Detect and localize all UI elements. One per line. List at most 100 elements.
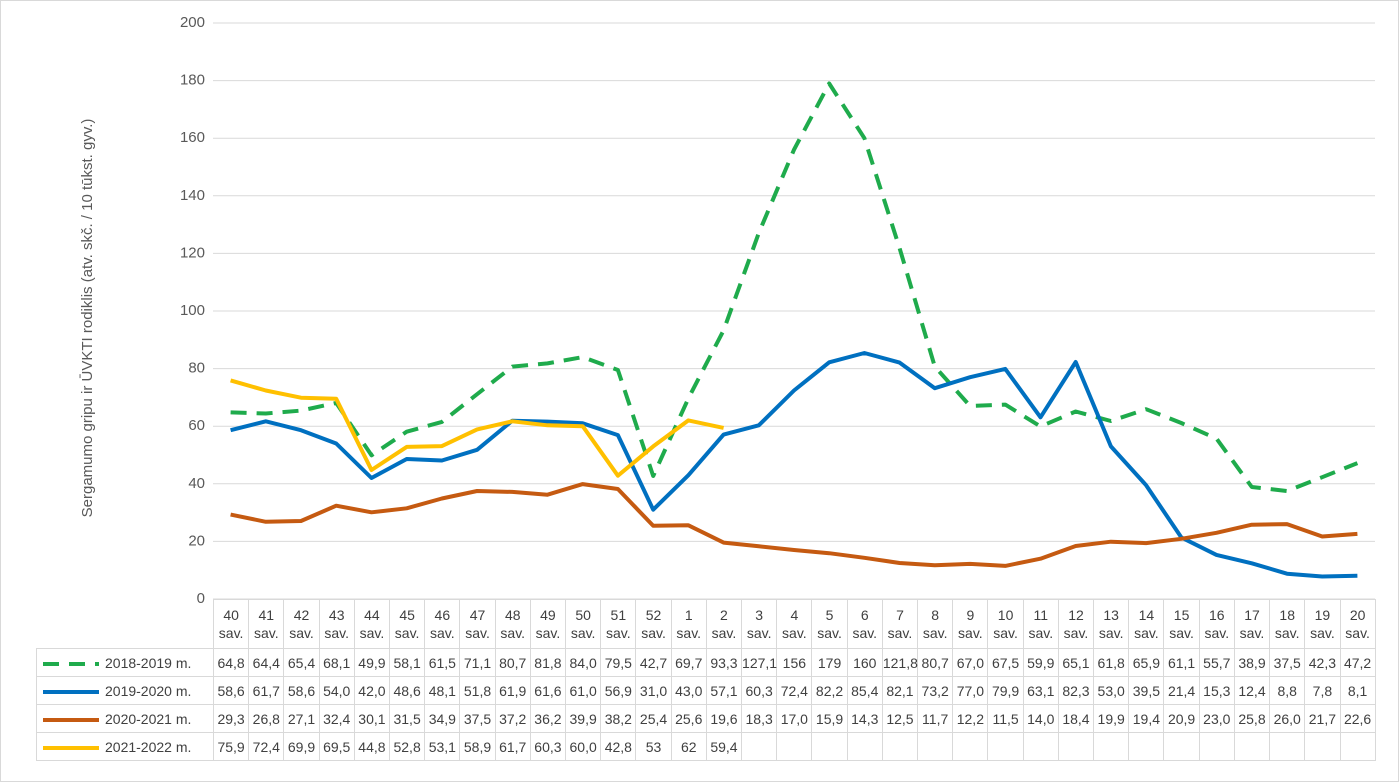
data-label: 42,8 <box>600 732 637 761</box>
data-label: 14,0 <box>1022 704 1059 733</box>
x-tick-label: 10 sav. <box>987 599 1024 649</box>
legend-label: 2020-2021 m. <box>105 710 192 727</box>
data-label: 7,8 <box>1304 676 1341 705</box>
y-tick-label: 80 <box>188 360 205 377</box>
data-label: 38,2 <box>600 704 637 733</box>
series-line <box>230 482 1358 568</box>
data-label: 21,4 <box>1163 676 1200 705</box>
x-tick-label: 12 sav. <box>1057 599 1095 649</box>
x-tick-label: 49 sav. <box>529 599 567 649</box>
x-tick-label: 42 sav. <box>283 599 320 649</box>
data-label: 19,9 <box>1093 704 1130 733</box>
legend-label: 2019-2020 m. <box>105 682 192 699</box>
data-label: 37,5 <box>1269 648 1306 677</box>
x-tick-label: 48 sav. <box>494 599 531 649</box>
data-label: 85,4 <box>846 676 883 705</box>
series-line <box>230 351 1358 579</box>
data-label: 80,7 <box>494 648 531 677</box>
data-label: 79,5 <box>600 648 637 677</box>
data-label: 31,5 <box>389 704 426 733</box>
x-tick-label: 14 sav. <box>1128 599 1165 649</box>
data-label <box>776 732 813 761</box>
data-label: 37,5 <box>459 704 496 733</box>
data-label: 15,9 <box>811 704 848 733</box>
data-label: 43,0 <box>670 676 707 705</box>
data-label: 65,1 <box>1057 648 1095 677</box>
data-label: 31,0 <box>635 676 672 705</box>
x-tick-label: 52 sav. <box>635 599 672 649</box>
x-tick-label: 45 sav. <box>389 599 426 649</box>
y-tick-label: 120 <box>180 244 205 261</box>
data-label: 75,9 <box>212 732 250 761</box>
data-label <box>1304 732 1341 761</box>
x-tick-label: 20 sav. <box>1339 599 1376 649</box>
data-label: 61,6 <box>529 676 567 705</box>
data-label: 59,9 <box>1022 648 1059 677</box>
data-label: 37,2 <box>494 704 531 733</box>
data-label: 79,9 <box>987 676 1024 705</box>
data-label: 71,1 <box>459 648 496 677</box>
data-label: 36,2 <box>529 704 567 733</box>
data-label: 25,4 <box>635 704 672 733</box>
data-label: 59,4 <box>705 732 743 761</box>
data-row: 2021-2022 m. 75,9 72,4 69,9 69,5 44,8 52,8 53,1… <box>36 732 1376 761</box>
y-tick-label: 20 <box>188 532 205 549</box>
data-label: 72,4 <box>776 676 813 705</box>
x-tick-label: 41 sav. <box>248 599 285 649</box>
x-tick-label: 13 sav. <box>1093 599 1130 649</box>
y-tick-label: 40 <box>188 475 205 492</box>
data-label: 156 <box>776 648 813 677</box>
y-tick-label: 180 <box>180 72 205 89</box>
x-tick-label: 18 sav. <box>1269 599 1306 649</box>
data-label: 127,1 <box>741 648 778 677</box>
x-tick-label: 47 sav. <box>459 599 496 649</box>
data-label <box>881 732 919 761</box>
data-label <box>846 732 883 761</box>
data-label: 69,5 <box>318 732 355 761</box>
legend-cell: 2021-2022 m. <box>36 732 214 761</box>
data-label: 25,6 <box>670 704 707 733</box>
data-label: 61,0 <box>565 676 602 705</box>
data-label: 61,1 <box>1163 648 1200 677</box>
data-label: 32,4 <box>318 704 355 733</box>
x-tick-label: 11 sav. <box>1022 599 1059 649</box>
data-label: 29,3 <box>212 704 250 733</box>
data-label: 19,4 <box>1128 704 1165 733</box>
legend-swatch <box>43 689 99 694</box>
data-row: 2019-2020 m. 58,6 61,7 58,6 54,0 42,0 48,6 48,1… <box>36 676 1376 705</box>
data-label: 64,8 <box>212 648 250 677</box>
data-label <box>917 732 954 761</box>
data-label: 69,9 <box>283 732 320 761</box>
data-label: 11,5 <box>987 704 1024 733</box>
data-label: 8,1 <box>1339 676 1376 705</box>
x-tick-label: 19 sav. <box>1304 599 1341 649</box>
data-label: 53,1 <box>424 732 461 761</box>
data-label <box>1198 732 1235 761</box>
data-label: 64,4 <box>248 648 285 677</box>
data-label: 60,0 <box>565 732 602 761</box>
corner <box>37 600 214 649</box>
data-label <box>1269 732 1306 761</box>
data-label: 68,1 <box>318 648 355 677</box>
x-tick-label: 16 sav. <box>1198 599 1235 649</box>
data-label: 121,8 <box>881 648 919 677</box>
data-label: 19,6 <box>705 704 743 733</box>
data-label: 80,7 <box>917 648 954 677</box>
y-tick-label: 140 <box>180 187 205 204</box>
data-label: 12,4 <box>1233 676 1271 705</box>
y-tick-label: 60 <box>188 417 205 434</box>
data-label: 58,9 <box>459 732 496 761</box>
data-label: 47,2 <box>1339 648 1376 677</box>
data-label: 42,0 <box>353 676 391 705</box>
series-line <box>230 378 725 478</box>
data-label: 48,6 <box>389 676 426 705</box>
data-table: 40 sav. 41 sav. 42 sav. 43 sav. 44 sav. 45 sa… <box>36 599 1376 761</box>
data-label: 63,1 <box>1022 676 1059 705</box>
data-label: 57,1 <box>705 676 743 705</box>
legend-label: 2018-2019 m. <box>105 654 192 671</box>
data-label <box>1057 732 1095 761</box>
data-label: 160 <box>846 648 883 677</box>
data-label: 58,6 <box>283 676 320 705</box>
legend-cell: 2020-2021 m. <box>36 704 214 733</box>
data-label: 93,3 <box>705 648 743 677</box>
